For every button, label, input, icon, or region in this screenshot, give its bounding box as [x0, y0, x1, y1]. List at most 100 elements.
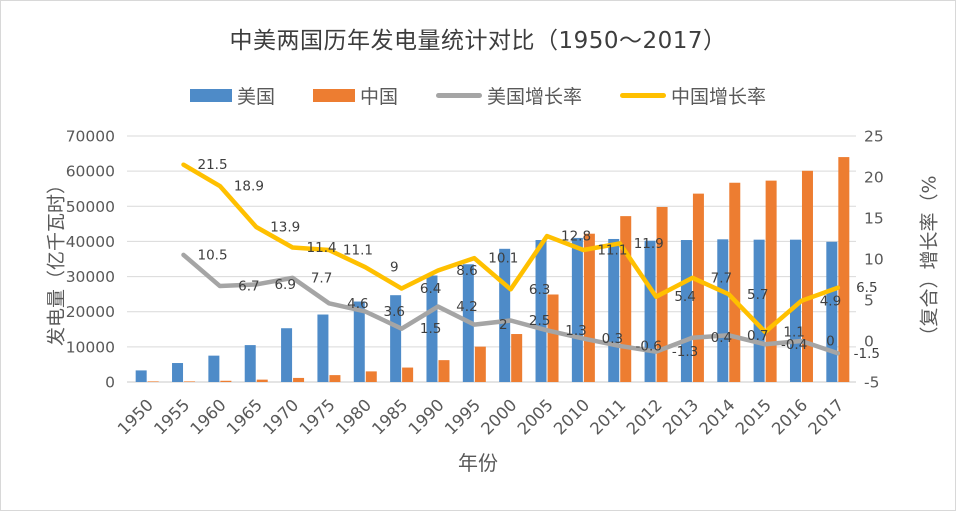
x-tick-label: 1950	[114, 395, 157, 438]
data-label-us-growth: -1.3	[672, 344, 698, 360]
data-label-us-growth: 1.3	[565, 323, 586, 339]
x-tick-label: 1960	[187, 395, 230, 438]
x-tick-label: 1955	[150, 395, 193, 438]
bar-us-2010	[571, 237, 583, 382]
bar-us-2011	[608, 238, 620, 382]
data-label-cn-growth: 18.9	[234, 179, 264, 195]
data-label-us-growth: 0	[826, 334, 835, 350]
data-label-us-growth: -1.5	[854, 346, 880, 362]
data-label-us-growth: 0.7	[747, 328, 768, 344]
x-tick-label: 2014	[695, 395, 738, 438]
bar-cn-2010	[583, 233, 595, 382]
legend-item-us: 美国	[189, 82, 275, 109]
data-label-cn-growth: 6.3	[529, 282, 550, 298]
y-tick-label-left: 30000	[66, 268, 115, 286]
legend-item-china-growth: 中国增长率	[620, 82, 766, 109]
data-label-cn-growth: 8.6	[456, 263, 477, 279]
bar-us-1985	[390, 295, 402, 382]
data-label-cn-growth: 13.9	[270, 220, 300, 236]
data-label-cn-growth: 11.4	[307, 240, 337, 256]
bar-us-2016	[789, 239, 801, 382]
bar-cn-1985	[402, 367, 414, 382]
bar-cn-1990	[438, 360, 450, 382]
data-label-cn-growth: 6.5	[856, 280, 877, 296]
data-label-us-growth: 6.7	[238, 279, 259, 295]
bar-cn-1955	[184, 381, 196, 382]
legend-item-china: 中国	[312, 82, 398, 109]
data-label-us-growth: 1.5	[420, 321, 441, 337]
legend-label-china: 中国	[359, 86, 398, 108]
data-label-cn-growth: 11.1	[597, 242, 627, 258]
bar-us-2015	[753, 239, 765, 382]
bar-us-2017	[826, 241, 838, 382]
x-tick-label: 2011	[586, 395, 629, 438]
y-tick-label-left: 10000	[66, 338, 115, 356]
chart-title: 中美两国历年发电量统计对比（1950～2017）	[229, 28, 727, 54]
data-label-cn-growth: 9	[390, 260, 399, 276]
bar-us-1975	[317, 314, 329, 382]
data-label-cn-growth: 1.1	[783, 324, 804, 340]
data-label-us-growth: 6.9	[274, 277, 295, 293]
data-label-cn-growth: 5.7	[747, 287, 768, 303]
data-label-us-growth: -0.4	[781, 337, 807, 353]
x-tick-label: 2005	[514, 395, 557, 438]
data-label-us-growth: 2	[499, 317, 508, 333]
bar-cn-2014	[729, 182, 741, 382]
bar-cn-1995	[474, 346, 486, 382]
bar-us-1990	[426, 275, 438, 382]
x-tick-label: 1965	[223, 395, 266, 438]
x-tick-label: 1975	[296, 395, 339, 438]
x-tick-label: 2017	[805, 395, 848, 438]
y-tick-label-left: 20000	[66, 303, 115, 321]
data-label-us-growth: 2.5	[529, 313, 550, 329]
y-tick-label-left: 50000	[66, 198, 115, 216]
data-label-us-growth: -0.6	[636, 338, 662, 354]
bar-us-2000	[499, 248, 511, 382]
y-tick-label-right: 25	[864, 128, 884, 146]
data-label-cn-growth: 10.1	[488, 251, 518, 267]
x-tick-label: 2000	[477, 395, 520, 438]
y-tick-label-right: -5	[864, 374, 879, 392]
y-tick-label-right: 5	[864, 292, 874, 310]
bar-us-2014	[717, 239, 729, 382]
data-label-cn-growth: 11.1	[343, 242, 373, 258]
data-label-cn-growth: 21.5	[197, 157, 227, 173]
bar-cn-2015	[765, 180, 777, 382]
x-tick-label: 1980	[332, 395, 375, 438]
legend-swatch-china-growth	[620, 93, 667, 98]
data-label-us-growth: 4.6	[347, 296, 368, 312]
y-tick-label-left: 70000	[66, 128, 115, 146]
data-label-us-growth: 7.7	[311, 270, 332, 286]
bar-cn-1970	[293, 377, 305, 382]
bar-cn-2011	[620, 216, 632, 382]
bar-cn-1980	[365, 371, 377, 382]
data-label-cn-growth: 7.7	[711, 270, 732, 286]
x-tick-label: 2013	[659, 395, 702, 438]
bar-cn-2017	[838, 157, 850, 382]
bar-us-1970	[281, 328, 293, 382]
bar-cn-1975	[329, 375, 341, 382]
data-label-cn-growth: 12.8	[561, 229, 591, 245]
data-label-cn-growth: 4.9	[820, 293, 841, 309]
data-label-us-growth: 0.4	[711, 330, 732, 346]
x-tick-label: 1970	[259, 395, 302, 438]
data-label-cn-growth: 5.4	[674, 289, 695, 305]
y-tick-label-left: 40000	[66, 233, 115, 251]
x-tick-label: 2010	[550, 395, 593, 438]
legend-item-us-growth: 美国增长率	[436, 82, 582, 109]
line-china-growth	[181, 162, 841, 335]
bar-us-1980	[353, 301, 365, 382]
bar-us-1955	[172, 363, 184, 382]
y-tick-label-left: 60000	[66, 163, 115, 181]
y-tick-label-right: 15	[864, 210, 884, 228]
bar-us-2013	[680, 240, 692, 382]
data-label-us-growth: 3.6	[384, 304, 405, 320]
line-us-growth	[181, 252, 841, 356]
bar-cn-2000	[511, 334, 523, 382]
y-tick-label-right: 0	[864, 333, 874, 351]
data-label-us-growth: 4.2	[456, 299, 477, 315]
data-label-cn-growth: 11.9	[634, 236, 664, 252]
legend-swatch-us-growth	[436, 93, 482, 98]
